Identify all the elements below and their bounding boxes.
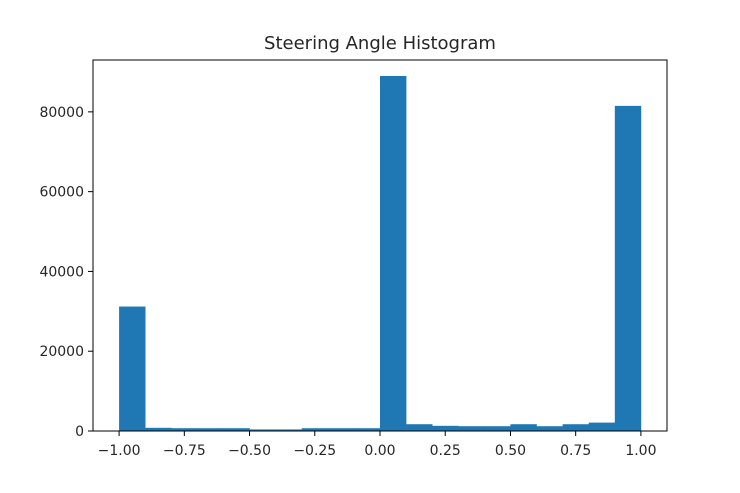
histogram-bar xyxy=(510,424,537,431)
histogram-bar xyxy=(458,426,485,431)
histogram-bar xyxy=(614,105,642,431)
histogram-bar xyxy=(353,428,381,431)
histogram-bar xyxy=(171,428,198,431)
histogram-bar xyxy=(484,426,511,431)
y-tick-label: 60000 xyxy=(39,185,84,201)
y-tick-label: 0 xyxy=(75,424,84,440)
plot-frame xyxy=(92,59,668,432)
y-tick-label: 40000 xyxy=(39,264,84,280)
x-tick-label: 1.00 xyxy=(625,443,656,459)
x-tick-label: −1.00 xyxy=(98,443,141,459)
x-tick-label: −0.75 xyxy=(163,443,206,459)
histogram-bar xyxy=(145,427,172,431)
bars-group xyxy=(119,75,642,432)
y-tick-label: 20000 xyxy=(39,344,84,360)
histogram-bar xyxy=(588,422,616,431)
x-tick-label: 0.25 xyxy=(430,443,461,459)
histogram-bar xyxy=(249,429,276,431)
histogram-bar xyxy=(432,425,459,431)
x-tick-label: 0.50 xyxy=(495,443,526,459)
histogram-bar xyxy=(380,75,407,432)
chart-title: Steering Angle Histogram xyxy=(264,33,496,54)
histogram-bar xyxy=(327,428,355,431)
histogram-bar xyxy=(275,429,303,431)
histogram-bar xyxy=(536,426,563,431)
y-axis: 0 20000 40000 60000 80000 xyxy=(39,105,93,440)
x-axis: −1.00 −0.75 −0.50 −0.25 0.00 0.25 0.50 0.75 1.00 xyxy=(98,431,656,459)
histogram-bar xyxy=(562,424,590,431)
x-tick-label: −0.25 xyxy=(293,443,336,459)
histogram-bar xyxy=(119,306,146,431)
y-tick-label: 80000 xyxy=(39,105,84,121)
x-tick-label: 0.00 xyxy=(364,443,395,459)
histogram-bar xyxy=(197,428,224,431)
x-tick-label: −0.50 xyxy=(228,443,271,459)
histogram-bar xyxy=(301,428,329,431)
histogram-bar xyxy=(406,424,433,431)
x-tick-label: 0.75 xyxy=(560,443,591,459)
histogram-bar xyxy=(223,428,250,431)
